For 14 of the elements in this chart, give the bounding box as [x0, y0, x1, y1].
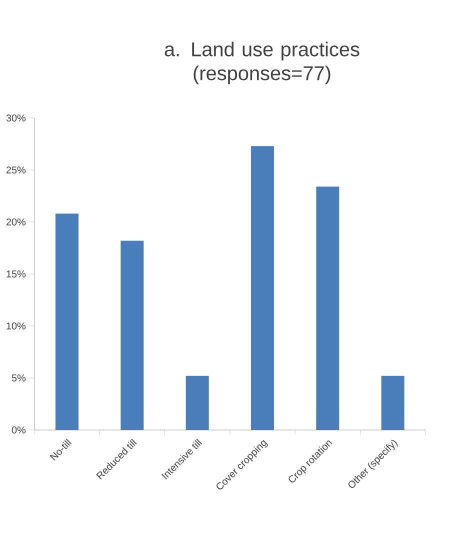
bar	[251, 146, 274, 430]
bar	[120, 240, 144, 430]
bar	[56, 214, 78, 430]
y-tick-label: 20%	[6, 218, 26, 226]
chart-title: a. Land use practices (responses=77)	[164, 42, 360, 84]
y-tick-label: 10%	[6, 322, 26, 330]
bar	[381, 376, 404, 430]
y-tick-label: 30%	[6, 114, 26, 122]
bar	[316, 186, 340, 430]
y-tick-label: 15%	[6, 270, 26, 278]
y-tick-label: 25%	[6, 166, 26, 174]
y-tick-label: 5%	[12, 374, 26, 382]
y-tick-label: 0%	[12, 426, 26, 434]
bar	[186, 376, 209, 430]
